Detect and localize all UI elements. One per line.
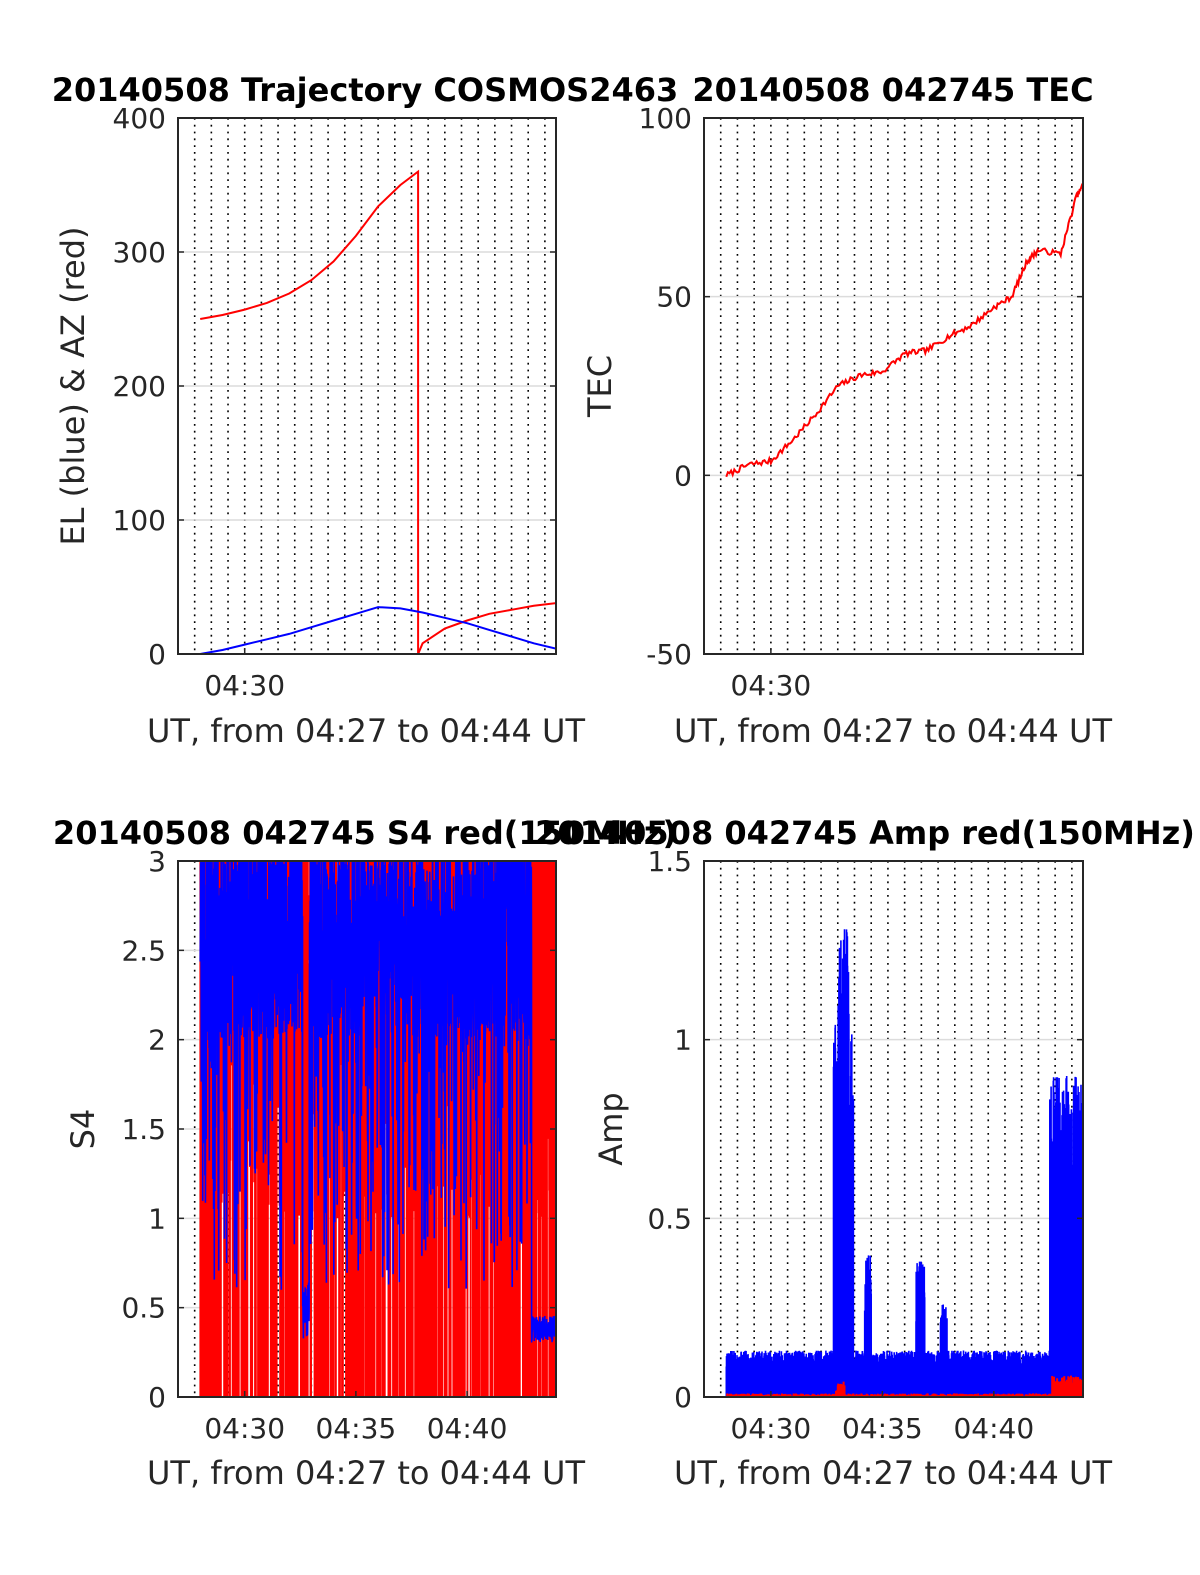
amp-blue-signal xyxy=(725,929,1083,1397)
s4-series xyxy=(199,861,556,1397)
tec-xlabel: UT, from 04:27 to 04:44 UT xyxy=(674,712,1112,750)
y-tick-label: 0.5 xyxy=(647,1202,692,1235)
y-tick-label: 0 xyxy=(148,638,166,671)
trajectory-series xyxy=(200,169,556,654)
x-tick-label: 04:30 xyxy=(731,1412,812,1445)
x-tick-label: 04:40 xyxy=(953,1412,1034,1445)
amp-series xyxy=(725,929,1083,1397)
y-tick-label: 0 xyxy=(148,1381,166,1414)
amp-axes-box xyxy=(703,860,1084,1398)
y-tick-label: 100 xyxy=(639,102,692,135)
tec-axes-box xyxy=(703,117,1084,655)
y-tick-label: 0 xyxy=(674,459,692,492)
x-tick-label: 04:30 xyxy=(204,1412,285,1445)
series-line-1 xyxy=(200,606,556,654)
y-tick-label: 1.5 xyxy=(647,845,692,878)
trajectory-xticks: 04:30 xyxy=(204,648,285,702)
amp-title: 20140508 042745 Amp red(150MHz) xyxy=(535,814,1195,852)
s4-xlabel: UT, from 04:27 to 04:44 UT xyxy=(147,1454,585,1492)
amp-grid xyxy=(704,861,1083,1397)
trajectory-title: 20140508 Trajectory COSMOS2463 xyxy=(52,71,679,109)
tec-series xyxy=(725,182,1083,478)
s4-title: 20140508 042745 S4 red(150MHz) xyxy=(53,814,677,852)
x-tick-label: 04:40 xyxy=(427,1412,508,1445)
y-tick-label: 1.5 xyxy=(121,1113,166,1146)
y-tick-label: 1 xyxy=(674,1024,692,1057)
y-tick-label: 2.5 xyxy=(121,934,166,967)
y-tick-label: 0 xyxy=(674,1381,692,1414)
s4-panel: 20140508 042745 S4 red(150MHz) 0 0.5 1 1.5 2… xyxy=(53,814,677,1492)
series-line-0 xyxy=(725,182,1083,478)
amp-ylabel: Amp xyxy=(592,1092,630,1165)
y-tick-label: 200 xyxy=(113,370,166,403)
y-tick-label: 0.5 xyxy=(121,1292,166,1325)
x-tick-label: 04:30 xyxy=(731,669,812,702)
trajectory-xlabel: UT, from 04:27 to 04:44 UT xyxy=(147,712,585,750)
tec-yticks: -50 0 50 100 xyxy=(639,102,1083,671)
y-tick-label: 100 xyxy=(113,504,166,537)
trajectory-panel: 20140508 Trajectory COSMOS2463 0 100 200 30… xyxy=(52,71,679,750)
y-tick-label: 400 xyxy=(113,102,166,135)
y-tick-label: 300 xyxy=(113,236,166,269)
y-tick-label: 50 xyxy=(656,281,692,314)
y-tick-label: 1 xyxy=(148,1202,166,1235)
s4-xticks: 04:30 04:35 04:40 xyxy=(204,1391,507,1445)
series-line-0 xyxy=(200,169,556,654)
s4-blue-signal xyxy=(199,861,556,1343)
tec-title: 20140508 042745 TEC xyxy=(692,71,1093,109)
trajectory-yticks: 0 100 200 300 400 xyxy=(113,102,556,671)
y-tick-label: 3 xyxy=(148,845,166,878)
trajectory-ylabel: EL (blue) & AZ (red) xyxy=(54,226,92,545)
y-tick-label: 2 xyxy=(148,1024,166,1057)
tec-ylabel: TEC xyxy=(581,355,619,418)
s4-yticks: 0 0.5 1 1.5 2 2.5 3 xyxy=(121,845,556,1414)
s4-ylabel: S4 xyxy=(64,1109,102,1150)
tec-xticks: 04:30 xyxy=(731,648,812,702)
amp-panel: 20140508 042745 Amp red(150MHz) 0 0.5 1 1.5… xyxy=(535,814,1195,1492)
x-tick-label: 04:35 xyxy=(842,1412,923,1445)
amp-yticks: 0 0.5 1 1.5 xyxy=(647,845,1083,1414)
trajectory-grid xyxy=(178,118,556,654)
x-tick-label: 04:35 xyxy=(316,1412,397,1445)
amp-xlabel: UT, from 04:27 to 04:44 UT xyxy=(674,1454,1112,1492)
amp-xticks: 04:30 04:35 04:40 xyxy=(731,1391,1034,1445)
tec-grid xyxy=(704,118,1083,654)
x-tick-label: 04:30 xyxy=(204,669,285,702)
y-tick-label: -50 xyxy=(646,638,692,671)
